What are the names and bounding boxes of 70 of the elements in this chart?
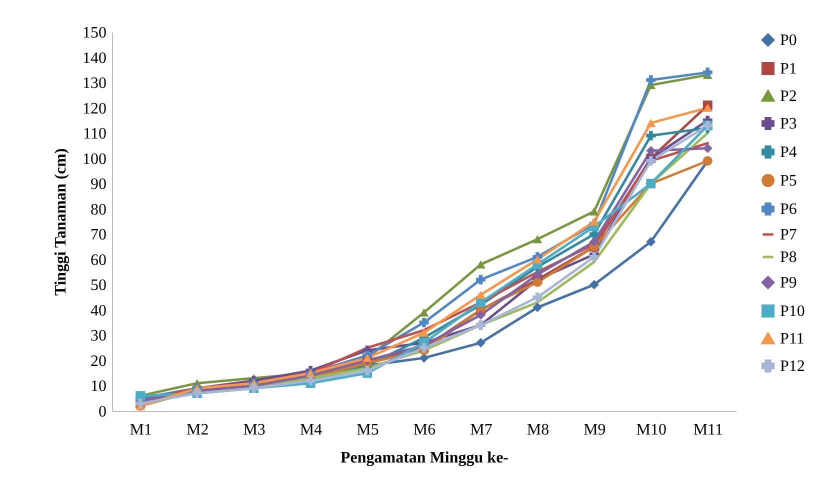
x-tick-label: M9 <box>584 422 606 438</box>
x-axis-title: Pengamatan Minggu ke- <box>340 450 508 466</box>
point <box>589 207 599 216</box>
point <box>532 292 542 302</box>
legend-label: P8 <box>780 249 797 266</box>
x-tick-label: M1 <box>130 422 152 438</box>
point <box>476 338 486 348</box>
y-tick-label: 0 <box>98 404 106 420</box>
legend-label: P9 <box>780 274 797 292</box>
point <box>532 270 542 280</box>
y-axis-title: Tinggi Tanaman (cm) <box>52 148 70 296</box>
y-tick-label: 90 <box>90 176 106 194</box>
point <box>589 217 599 226</box>
y-tick-label: 40 <box>90 302 106 320</box>
point <box>646 75 656 85</box>
y-tick-label: 10 <box>90 378 106 396</box>
x-tick-label: M4 <box>300 422 322 438</box>
y-tick-label: 130 <box>82 75 106 92</box>
point <box>702 143 712 153</box>
y-tick-label: 150 <box>82 24 106 42</box>
point <box>646 236 656 246</box>
point <box>419 328 429 337</box>
point <box>532 302 542 312</box>
y-tick-label: 50 <box>90 277 106 294</box>
legend-label: P3 <box>780 116 797 132</box>
point <box>646 156 656 166</box>
point <box>476 290 486 299</box>
y-tick-label: 100 <box>82 150 106 168</box>
point <box>589 280 599 290</box>
legend-label: P12 <box>780 358 805 375</box>
x-tick-label: M11 <box>693 422 723 438</box>
point <box>532 235 542 244</box>
x-tick-label: M7 <box>470 422 492 438</box>
x-tick-label: M3 <box>243 422 266 438</box>
y-tick-label: 60 <box>90 252 106 269</box>
legend-label: P5 <box>780 172 797 190</box>
legend-label: P6 <box>780 201 797 218</box>
x-tick-label: M10 <box>636 422 667 438</box>
x-tick-label: M2 <box>186 422 209 438</box>
point <box>646 130 656 140</box>
legend-label: P0 <box>780 32 797 49</box>
point <box>589 252 599 262</box>
point <box>702 104 712 112</box>
point <box>476 310 486 320</box>
point <box>419 308 429 317</box>
legend-label: P1 <box>780 60 797 78</box>
y-tick-label: 20 <box>90 352 106 370</box>
point <box>532 277 542 287</box>
point <box>646 118 656 128</box>
point <box>419 318 429 328</box>
y-tick-label: 120 <box>82 100 106 118</box>
legend-label: P4 <box>780 144 797 161</box>
legend-label: P2 <box>780 88 797 105</box>
point <box>476 274 486 284</box>
y-tick-label: 30 <box>90 328 106 345</box>
legend-label: P10 <box>780 303 805 320</box>
point <box>589 236 599 246</box>
x-tick-label: M8 <box>526 422 550 438</box>
point <box>532 255 542 264</box>
point <box>419 353 429 363</box>
x-tick-label: M6 <box>413 422 436 438</box>
point <box>702 68 712 78</box>
x-tick-label: M5 <box>356 422 379 438</box>
y-tick-label: 140 <box>82 50 106 67</box>
legend-label: P11 <box>780 330 804 348</box>
point <box>646 146 656 156</box>
y-tick-label: 110 <box>83 126 106 143</box>
y-tick-label: 70 <box>90 226 106 244</box>
legend-label: P7 <box>780 226 797 244</box>
y-tick-label: 80 <box>90 201 106 218</box>
